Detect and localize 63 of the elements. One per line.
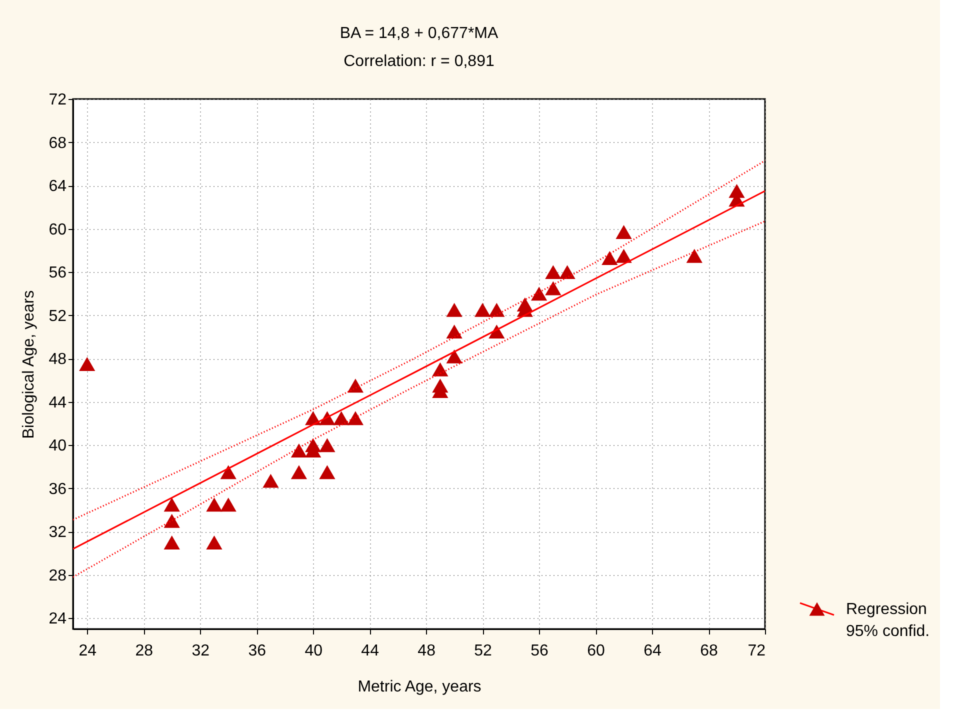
point: [220, 498, 236, 512]
point: [474, 302, 491, 317]
point: [602, 251, 618, 265]
y-tick-label: 64: [48, 178, 67, 196]
point: [530, 286, 548, 301]
point: [206, 498, 222, 512]
point: [446, 349, 462, 364]
point: [446, 324, 462, 339]
point: [616, 248, 632, 263]
point: [220, 465, 236, 480]
y-tick-label: 56: [48, 264, 67, 282]
point: [488, 302, 505, 317]
point: [206, 535, 222, 550]
y-tick-label: 72: [48, 92, 67, 108]
point: [545, 265, 562, 280]
y-tick-label: 24: [48, 610, 67, 628]
legend-label: Regression: [846, 601, 927, 618]
x-tick-label: 44: [361, 642, 380, 660]
chart-subtitle: Correlation: r = 0,891: [344, 53, 494, 70]
point: [290, 444, 308, 458]
point: [686, 248, 702, 263]
point: [262, 474, 279, 488]
point: [319, 438, 336, 452]
x-tick-label: 52: [474, 642, 492, 660]
point: [616, 225, 632, 240]
x-tick-label: 64: [644, 642, 662, 660]
x-tick-label: 28: [135, 642, 154, 660]
point: [164, 535, 180, 550]
x-tick-label: 56: [530, 642, 549, 660]
x-tick-label: 32: [192, 642, 210, 660]
point: [559, 265, 576, 280]
y-tick-label: 40: [48, 438, 67, 455]
point: [446, 302, 462, 317]
y-tick-label: 52: [48, 308, 67, 325]
point: [432, 362, 448, 376]
line-series: [73, 160, 765, 521]
y-tick-label: 68: [48, 134, 67, 152]
x-tick-label: 24: [78, 642, 97, 660]
y-tick-label: 48: [48, 351, 67, 368]
point: [333, 411, 350, 426]
chart-title: BA = 14,8 + 0,677*MA: [340, 25, 498, 42]
y-tick-label: 60: [48, 221, 67, 238]
y-tick-label: 44: [48, 394, 67, 412]
y-tick-label: 28: [48, 567, 67, 584]
x-tick-label: 48: [418, 642, 436, 660]
point: [79, 357, 96, 371]
x-axis-title: Metric Age, years: [358, 678, 482, 696]
point: [164, 514, 180, 528]
point: [319, 465, 336, 480]
point: [347, 378, 364, 393]
text: 95% confid.: [846, 623, 930, 640]
y-tick-label: 32: [48, 524, 67, 542]
point: [347, 411, 364, 426]
x-tick-label: 40: [304, 642, 323, 660]
point: [545, 281, 562, 296]
point: [290, 465, 308, 480]
y-axis-title: Biological Age, years: [20, 290, 38, 439]
x-tick-label: 68: [700, 642, 718, 660]
y-tick-label: 36: [48, 480, 67, 498]
x-tick-label: 36: [248, 642, 266, 660]
x-tick-label: 72: [748, 642, 766, 660]
point: [164, 498, 180, 512]
x-tick-label: 60: [587, 642, 606, 660]
